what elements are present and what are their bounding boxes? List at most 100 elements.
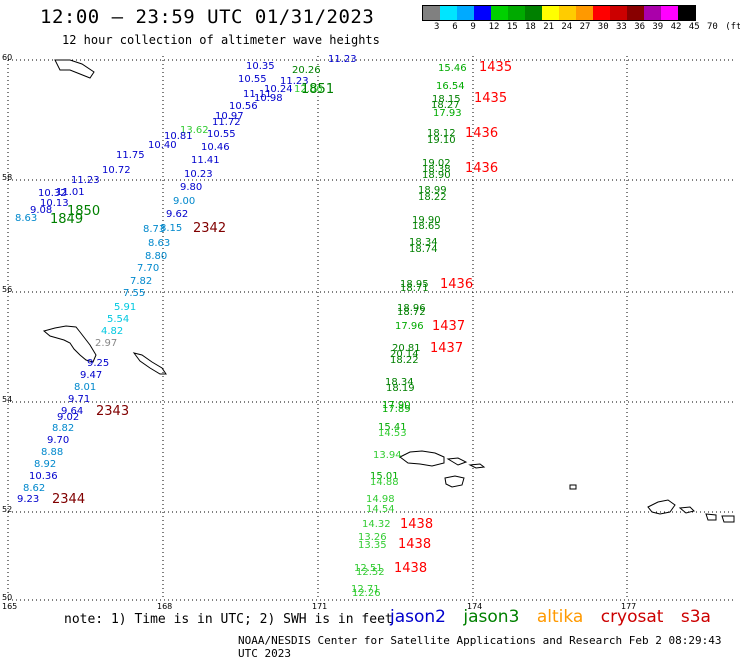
swh-reading: 11.01 [56,187,85,198]
swh-reading: 8.01 [74,382,96,393]
swh-reading: 15.41 [378,422,407,433]
swh-reading: 15.01 [370,471,399,482]
pass-time-label: 2344 [52,492,85,507]
swh-reading: 9.02 [57,412,79,423]
swh-reading: 14.98 [366,494,395,505]
color-swatch [678,6,695,20]
swh-reading: 14.88 [370,477,399,488]
swh-reading: 20.14 [390,349,419,360]
swh-reading: 9.71 [68,394,90,405]
island-right-3 [705,513,717,521]
longitude-label: 177 [621,602,636,611]
swh-reading: 9.23 [17,494,39,505]
swh-reading: 10.40 [148,140,177,151]
swh-reading: 9.64 [61,406,83,417]
color-swatch [525,6,542,20]
swh-reading: 8.80 [145,251,167,262]
swh-reading: 12.51 [354,563,383,574]
swh-reading: 8.63 [15,213,37,224]
swh-reading: 15.46 [438,63,467,74]
swh-reading: 11.72 [212,117,241,128]
swh-reading: 10.36 [29,471,58,482]
legend-jason3: jason3 [463,607,520,627]
swh-reading: 18.22 [390,355,419,366]
pass-time-label: 1437 [432,319,465,334]
pass-time-label: 1436 [465,126,498,141]
color-scale-label: (ft) [725,22,740,32]
color-scale-label: 36 [634,22,646,32]
color-swatch [593,6,610,20]
swh-reading: 20.26 [292,65,321,76]
pass-time-label: 1438 [400,517,433,532]
swh-reading: 7.70 [137,263,159,274]
color-swatch [423,6,440,20]
swh-reading: 19.90 [412,215,441,226]
pass-time-label: 2343 [96,404,129,419]
island-mid-1 [399,450,445,467]
satellite-legend: jason2 jason3 altika cryosat s3a [390,607,723,627]
swh-reading: 18.90 [422,170,451,181]
pass-time-label: 1438 [394,561,427,576]
pass-time-label: 2342 [193,221,226,236]
swh-reading: 11.23 [328,54,357,65]
legend-cryosat: cryosat [600,607,664,627]
swh-reading: 20.81 [392,343,421,354]
color-scale-label: 45 [688,22,700,32]
swh-reading: 10.81 [164,131,193,142]
swh-reading: 17.90 [382,400,411,411]
swh-reading: 11.75 [116,150,145,161]
swh-reading: 9.25 [87,358,109,369]
swh-reading: 14.53 [378,428,407,439]
color-scale-label: 70 [707,22,718,32]
swh-reading: 13.62 [180,125,209,136]
swh-reading: 8.82 [52,423,74,434]
longitude-label: 165 [2,602,17,611]
swh-reading: 18.65 [412,221,441,232]
swh-reading: 14.32 [362,519,391,530]
swh-reading: 8.88 [41,447,63,458]
color-swatch [610,6,627,20]
swh-reading: 9.62 [166,209,188,220]
swh-reading: 16.54 [436,81,465,92]
swh-reading: 8.63 [148,238,170,249]
latitude-label: 50 [2,593,12,602]
color-scale-label: 3 [434,22,440,32]
color-swatch [440,6,457,20]
swh-reading: 18.34 [385,377,414,388]
swh-reading: 18.99 [418,185,447,196]
swh-reading: 10.35 [246,61,275,72]
page-title: 12:00 – 23:59 UTC 01/31/2023 [40,6,375,28]
swh-reading: 7.82 [130,276,152,287]
swh-reading: 9.80 [180,182,202,193]
swh-reading: 9.08 [30,205,52,216]
color-swatch [576,6,593,20]
color-scale-label: 27 [579,22,591,32]
swh-reading: 12.52 [356,567,385,578]
lat-lon-grid [7,56,735,601]
pass-time-label: 1850 [67,204,100,219]
swh-reading: 17.89 [382,404,411,415]
footnote: note: 1) Time is in UTC; 2) SWH is in fe… [64,612,393,627]
swh-reading: 17.93 [433,108,462,119]
color-scale-label: 18 [525,22,536,32]
swh-reading: 18.19 [386,383,415,394]
swh-reading: 12.71 [351,584,380,595]
swh-reading: 10.13 [40,198,69,209]
island-left-large [42,325,97,363]
page-subtitle: 12 hour collection of altimeter wave hei… [62,33,380,47]
color-swatch [627,6,644,20]
swh-reading: 11.23 [280,76,309,87]
color-swatch [474,6,491,20]
swh-reading: 18.34 [409,237,438,248]
swh-reading: 10.46 [201,142,230,153]
pass-time-label: 1851 [301,82,334,97]
swh-reading: 18.95 [400,279,429,290]
swh-reading: 19.02 [422,158,451,169]
pass-time-label: 1849 [50,212,83,227]
swh-reading: 19.10 [427,135,456,146]
island-right-4 [721,515,735,523]
swh-reading: 13.35 [358,540,387,551]
swh-reading: 17.96 [395,321,424,332]
island-left-small [132,352,167,375]
color-swatch [559,6,576,20]
